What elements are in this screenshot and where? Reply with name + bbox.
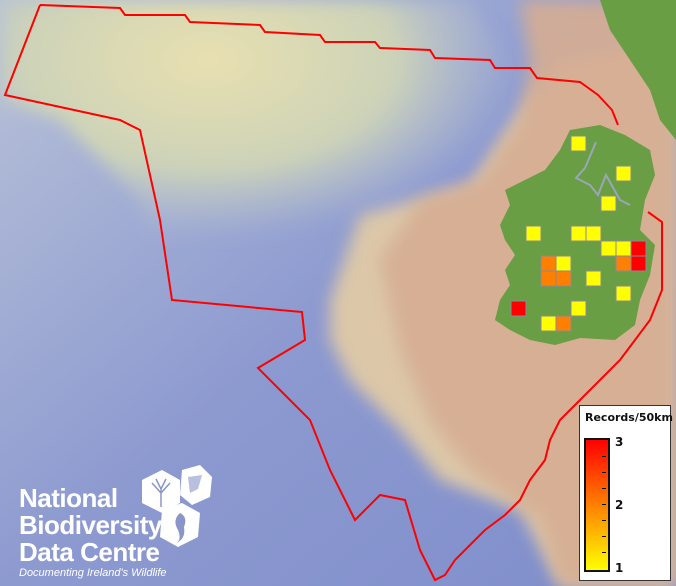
legend: Records/50km 3 2 1: [579, 405, 673, 581]
grid-cell[interactable]: [615, 255, 632, 272]
border-line: [574, 141, 631, 206]
grid-cell[interactable]: [615, 285, 632, 302]
grid-cell[interactable]: [585, 270, 602, 287]
grid-cell[interactable]: [600, 195, 617, 212]
legend-tick: [602, 504, 606, 505]
legend-title: Records/50km: [585, 411, 673, 424]
eez-boundary: [39, 4, 619, 126]
logo-hexagons-icon: [142, 465, 212, 547]
grid-cell[interactable]: [540, 255, 557, 272]
legend-max-label: 3: [615, 435, 624, 449]
grid-cell[interactable]: [525, 225, 542, 242]
logo-line-2: Biodiversity: [19, 510, 162, 540]
grid-cell[interactable]: [630, 240, 647, 257]
grid-cell[interactable]: [570, 300, 587, 317]
legend-tick: [602, 536, 606, 537]
logo-line-1: National: [19, 483, 118, 513]
grid-cell[interactable]: [615, 240, 632, 257]
grid-cell[interactable]: [540, 270, 557, 287]
legend-color-ramp: [584, 438, 610, 572]
legend-mid-label: 2: [615, 498, 624, 512]
grid-cell[interactable]: [585, 225, 602, 242]
grid-cell[interactable]: [600, 240, 617, 257]
grid-cell[interactable]: [555, 270, 572, 287]
continental-shelf: [0, 0, 520, 300]
logo-tagline: Documenting Ireland's Wildlife: [19, 567, 167, 579]
grid-cell[interactable]: [540, 315, 557, 332]
grid-cell[interactable]: [570, 135, 587, 152]
nbdc-logo: National Biodiversity Data Centre Docume…: [14, 465, 224, 580]
grid-cell[interactable]: [510, 300, 527, 317]
legend-min-label: 1: [615, 561, 624, 575]
legend-tick: [602, 520, 606, 521]
eez-boundary-south: [3, 4, 663, 582]
great-britain-land: [600, 0, 676, 140]
records-grid: [510, 135, 647, 332]
legend-tick: [602, 456, 606, 457]
grid-cell[interactable]: [555, 315, 572, 332]
grid-cell[interactable]: [615, 165, 632, 182]
logo-line-3: Data Centre: [19, 537, 160, 567]
legend-tick: [602, 552, 606, 553]
legend-tick: [602, 472, 606, 473]
grid-cell[interactable]: [555, 255, 572, 272]
legend-tick: [602, 488, 606, 489]
grid-cell[interactable]: [630, 255, 647, 272]
grid-cell[interactable]: [570, 225, 587, 242]
